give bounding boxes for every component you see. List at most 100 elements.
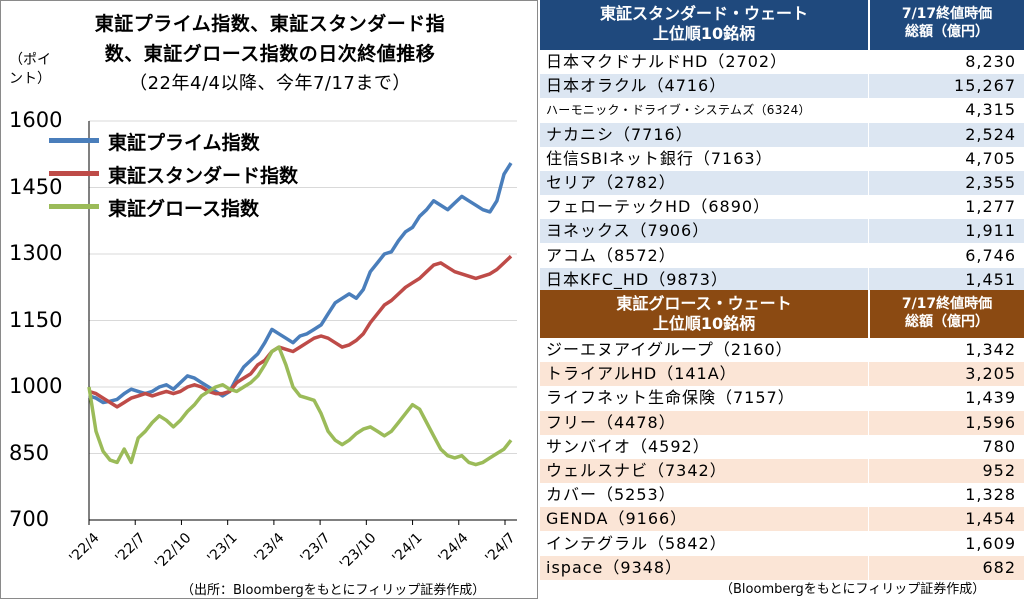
series-line-prime: [88, 162, 513, 405]
legend-swatch-growth: [49, 204, 99, 209]
legend-label-standard: 東証スタンダード指数: [108, 165, 299, 187]
series-line-growth: [87, 345, 513, 467]
standard-stock-name: 住信SBIネット銀行（7163）: [546, 148, 773, 168]
legend-swatch-prime: [49, 138, 99, 143]
y-axis-label: （ポイ ント）: [9, 51, 51, 89]
column-divider: [868, 50, 869, 74]
growth-header-value-line-1: 7/17終値時価: [901, 296, 993, 312]
column-divider: [868, 410, 869, 435]
standard-stock-name: フェローテックHD（6890）: [546, 197, 771, 217]
legend-label-prime: 東証プライム指数: [108, 132, 260, 154]
column-divider: [868, 171, 869, 195]
growth-stock-name: トライアルHD（141A）: [546, 364, 737, 384]
line-chart: [87, 120, 517, 525]
y-tick-label: 1300: [9, 241, 63, 265]
growth-market-cap-value: 952: [982, 461, 1016, 480]
column-divider: [868, 74, 869, 99]
standard-stock-name: 日本オラクル（4716）: [546, 76, 727, 96]
standard-table-row: 住信SBIネット銀行（7163） 4,705: [540, 146, 1024, 171]
standard-table-row: フェローテックHD（6890） 1,277: [540, 195, 1024, 220]
column-divider: [868, 267, 869, 292]
standard-header-name-line-1: 東証スタンダード・ウェート: [599, 4, 808, 23]
standard-stock-name: アコム（8572）: [546, 245, 676, 265]
column-divider: [868, 243, 869, 268]
growth-market-cap-value: 1,328: [965, 485, 1016, 505]
header-divider: [868, 290, 870, 338]
column-divider: [868, 434, 869, 459]
growth-stock-name: ispace（9348）: [546, 557, 683, 577]
standard-table-row: 日本マクドナルドHD（2702） 8,230: [540, 50, 1024, 74]
growth-table-row: GENDA（9166） 1,454: [540, 507, 1024, 532]
column-divider: [868, 362, 869, 387]
standard-market-cap-value: 4,705: [965, 148, 1016, 168]
column-divider: [868, 219, 869, 244]
growth-market-cap-value: 1,609: [965, 533, 1016, 553]
standard-table-row: アコム（8572） 6,746: [540, 243, 1024, 268]
standard-market-cap-value: 1,451: [965, 269, 1016, 289]
growth-table-row: インテグラル（5842） 1,609: [540, 531, 1024, 556]
standard-stock-name: 日本KFC_HD（9873）: [546, 269, 728, 289]
standard-header-value: 7/17終値時価 総額（億円）: [870, 5, 1024, 41]
standard-table-row: ナカニシ（7716） 2,524: [540, 122, 1024, 147]
standard-table-row: 日本KFC_HD（9873） 1,451: [540, 267, 1024, 292]
chart-title-line-1: 東証プライム指数、東証スタンダード指: [94, 13, 446, 35]
legend-item-prime: 東証プライム指数: [49, 128, 260, 155]
standard-stock-name: ヨネックス（7906）: [546, 221, 710, 241]
legend-label-growth: 東証グロース指数: [108, 198, 260, 220]
growth-stock-name: カバー（5253）: [546, 485, 676, 505]
growth-table-row: トライアルHD（141A） 3,205: [540, 362, 1024, 387]
y-tick-label: 1150: [9, 307, 63, 332]
growth-market-cap-value: 780: [982, 436, 1016, 456]
growth-stock-name: ジーエヌアイグループ（2160）: [546, 340, 793, 359]
series-line-standard: [88, 254, 513, 409]
growth-table-row: ウェルスナビ（7342） 952: [540, 459, 1024, 483]
standard-market-cap-value: 1,277: [965, 197, 1016, 217]
growth-market-cap-value: 682: [982, 557, 1016, 577]
standard-table-row: セリア（2782） 2,355: [540, 171, 1024, 195]
column-divider: [868, 459, 869, 483]
standard-header-name-line-2: 上位順10銘柄: [652, 24, 756, 43]
growth-stock-name: インテグラル（5842）: [546, 533, 727, 553]
standard-market-cap-value: 4,315: [965, 100, 1016, 120]
standard-stock-name: ナカニシ（7716）: [546, 124, 693, 144]
y-tick-label: 700: [9, 507, 50, 531]
growth-header-value: 7/17終値時価 総額（億円）: [870, 295, 1024, 331]
y-tick-label: 1000: [9, 374, 63, 398]
y-axis-label-line-2: ント）: [9, 71, 51, 87]
growth-header-name: 東証グロース・ウェート 上位順10銘柄: [540, 294, 868, 334]
growth-table-row: ispace（9348） 682: [540, 555, 1024, 580]
chart-source-note: （出所：Bloombergをもとにフィリップ証券作成）: [181, 583, 486, 598]
growth-market-cap-value: 1,342: [965, 340, 1016, 359]
standard-market-cap-value: 2,355: [965, 173, 1016, 192]
y-axis-label-line-1: （ポイ: [9, 52, 51, 68]
growth-stock-name: ライフネット生命保険（7157）: [546, 388, 795, 408]
legend-swatch-standard: [49, 171, 99, 176]
y-tick-label: 1450: [9, 174, 63, 199]
growth-header-name-line-2: 上位順10銘柄: [652, 314, 756, 333]
chart-panel: 東証プライム指数、東証スタンダード指 数、東証グロース指数の日次終値推移 （22…: [0, 0, 538, 599]
standard-stock-name: セリア（2782）: [546, 173, 676, 192]
growth-table-row: ライフネット生命保険（7157） 1,439: [540, 386, 1024, 411]
standard-header-value-line-2: 総額（億円）: [905, 24, 989, 40]
standard-market-cap-value: 6,746: [965, 245, 1016, 265]
growth-table-row: フリー（4478） 1,596: [540, 410, 1024, 435]
column-divider: [868, 122, 869, 147]
standard-stock-name: ハーモニック・ドライブ・システムズ（6324）: [546, 103, 811, 118]
column-divider: [868, 555, 869, 580]
chart-title-line-3: （22年4/4以降、今年7/17まで）: [129, 73, 411, 94]
standard-header-value-line-1: 7/17終値時価: [901, 6, 993, 22]
legend-item-growth: 東証グロース指数: [49, 194, 260, 221]
standard-stock-name: 日本マクドナルドHD（2702）: [546, 52, 788, 71]
standard-market-cap-value: 15,267: [954, 76, 1016, 96]
header-divider: [868, 0, 870, 50]
growth-header-name-line-1: 東証グロース・ウェート: [616, 294, 792, 313]
standard-table-row: 日本オラクル（4716） 15,267: [540, 74, 1024, 99]
standard-market-cap-value: 1,911: [965, 221, 1016, 241]
growth-table-row: カバー（5253） 1,328: [540, 483, 1024, 508]
column-divider: [868, 146, 869, 171]
chart-title-line-2: 数、東証グロース指数の日次終値推移: [104, 43, 436, 65]
column-divider: [868, 338, 869, 362]
growth-stock-name: GENDA（9166）: [546, 509, 688, 529]
standard-table-row: ハーモニック・ドライブ・システムズ（6324） 4,315: [540, 98, 1024, 123]
growth-stock-name: ウェルスナビ（7342）: [546, 461, 727, 480]
